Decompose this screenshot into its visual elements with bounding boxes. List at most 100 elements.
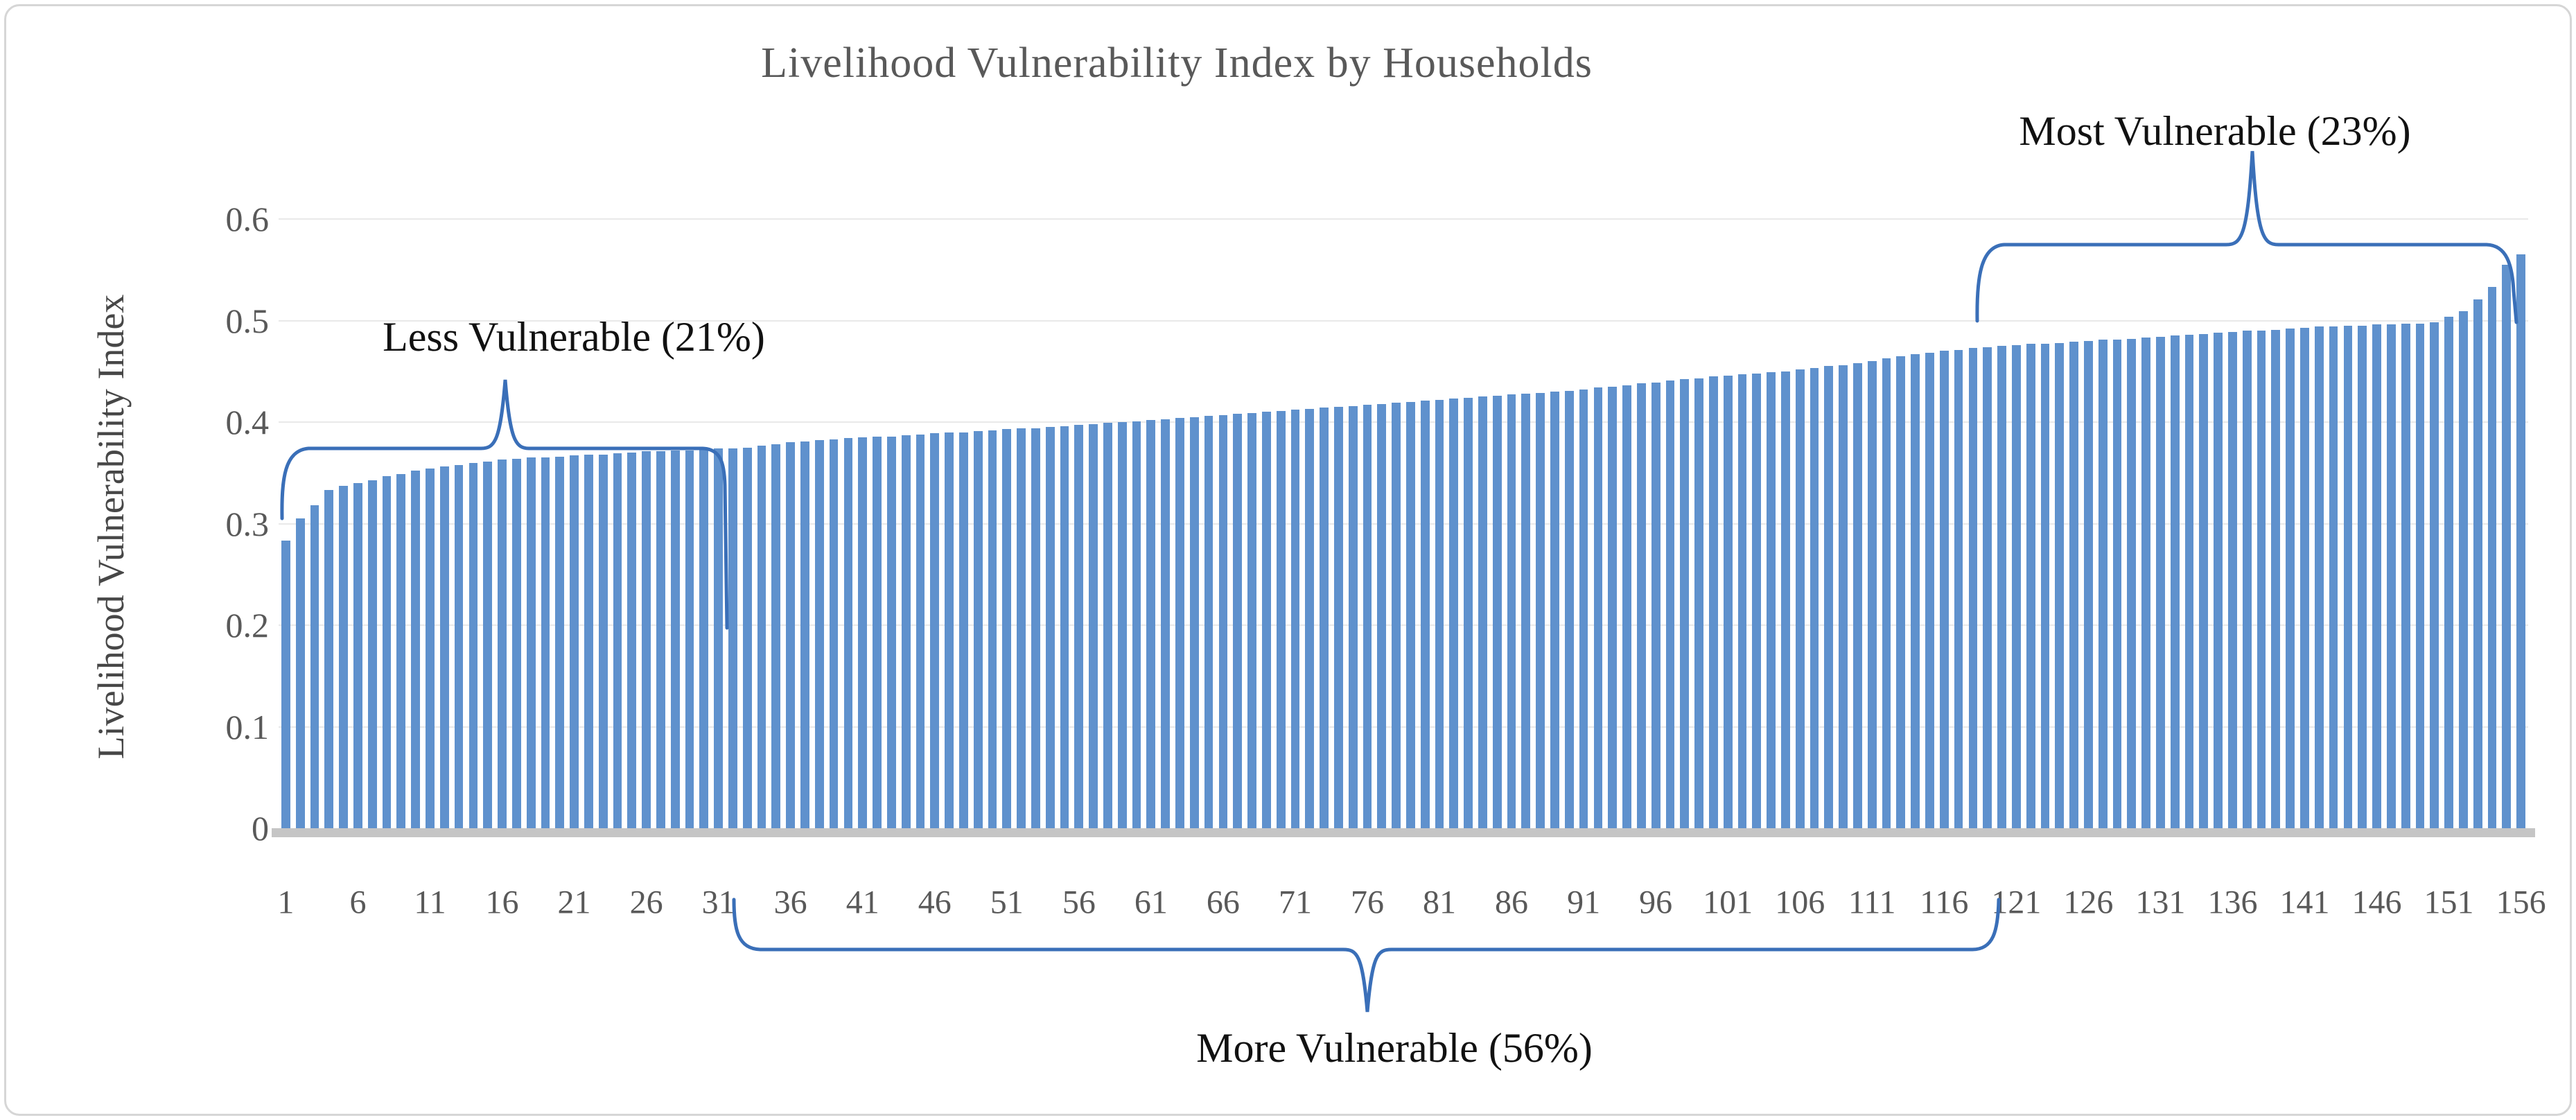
x-tick-label: 46: [918, 884, 952, 921]
bar: [1045, 427, 1055, 828]
bar: [1261, 412, 1271, 828]
bar: [958, 432, 968, 828]
bar: [873, 436, 882, 828]
bar: [843, 438, 853, 828]
x-tick-label: 66: [1206, 884, 1240, 921]
bar: [2300, 327, 2309, 828]
bar: [2386, 324, 2396, 828]
bar: [2502, 264, 2512, 828]
annotation-less-vulnerable: Less Vulnerable (21%): [383, 314, 765, 360]
bar: [2343, 325, 2353, 828]
bar: [1622, 385, 1631, 828]
bar: [2473, 299, 2482, 828]
bar: [411, 471, 421, 828]
bar: [1132, 421, 1141, 828]
bar: [1204, 416, 1213, 828]
bar: [324, 490, 334, 828]
bar: [2170, 335, 2180, 828]
gridline: [279, 218, 2528, 220]
bar: [858, 437, 868, 828]
bar: [2358, 325, 2367, 828]
bar: [1564, 390, 1574, 828]
bar: [1954, 349, 1963, 828]
bar: [2199, 333, 2209, 828]
bar: [2112, 340, 2122, 828]
x-tick-label: 1: [277, 884, 295, 921]
bar: [2487, 287, 2497, 828]
bar: [2228, 331, 2237, 828]
bar: [382, 475, 392, 828]
bar: [1290, 410, 1300, 828]
bar: [1839, 365, 1848, 828]
y-tick-label: 0: [252, 809, 269, 848]
bar: [1031, 428, 1040, 828]
bar: [2184, 335, 2194, 828]
x-tick-label: 11: [414, 884, 446, 921]
bar: [685, 450, 694, 828]
bar: [2156, 336, 2165, 828]
bar: [2257, 331, 2266, 828]
bar: [714, 448, 724, 828]
bar: [1521, 393, 1531, 828]
bar: [1810, 368, 1819, 828]
bar: [1983, 347, 1992, 828]
x-tick-label: 126: [2063, 884, 2114, 921]
x-tick-label: 41: [845, 884, 879, 921]
bar: [1060, 426, 1069, 828]
x-tick-label: 31: [701, 884, 735, 921]
annotation-most-vulnerable: Most Vulnerable (23%): [2019, 108, 2411, 154]
x-tick-label: 56: [1062, 884, 1096, 921]
bar: [1593, 387, 1603, 828]
bar: [786, 442, 796, 828]
bar: [483, 462, 493, 828]
x-tick-label: 86: [1495, 884, 1529, 921]
x-tick-label: 81: [1423, 884, 1457, 921]
bar: [1492, 395, 1502, 828]
bar: [1146, 420, 1156, 828]
bar: [1694, 378, 1703, 828]
x-tick-label: 51: [990, 884, 1024, 921]
bar: [295, 518, 305, 828]
bar: [584, 454, 593, 828]
x-tick-label: 36: [773, 884, 807, 921]
bar: [1247, 412, 1256, 828]
bar: [1665, 380, 1675, 828]
bar: [973, 431, 983, 828]
bar: [2055, 342, 2065, 828]
bar: [1161, 419, 1171, 828]
bar: [2314, 326, 2324, 828]
bar: [945, 432, 954, 828]
bar: [1406, 401, 1415, 828]
bar: [2271, 329, 2281, 828]
bar: [339, 486, 349, 828]
x-tick-label: 26: [629, 884, 663, 921]
bar: [2214, 333, 2223, 828]
x-tick-label: 136: [2207, 884, 2258, 921]
gridline: [279, 523, 2528, 525]
x-tick-label: 91: [1567, 884, 1601, 921]
bar: [1377, 403, 1387, 828]
bar: [2242, 331, 2252, 828]
bar: [1911, 353, 1920, 828]
x-tick-label: 101: [1703, 884, 1753, 921]
y-tick-label: 0.6: [225, 200, 270, 238]
bar: [2401, 323, 2410, 828]
bar: [627, 452, 637, 828]
bar: [1550, 392, 1559, 828]
bar: [1781, 371, 1790, 828]
bar: [1002, 429, 1012, 828]
y-tick-label: 0.2: [225, 606, 270, 645]
x-tick-label: 141: [2279, 884, 2330, 921]
bar: [1017, 428, 1026, 828]
x-tick-label: 156: [2496, 884, 2546, 921]
x-tick-label: 121: [1991, 884, 2042, 921]
bar: [1449, 399, 1459, 828]
bar: [1175, 418, 1184, 828]
bar: [1117, 422, 1127, 828]
bar: [613, 453, 622, 828]
bar: [1767, 372, 1776, 828]
gridline: [279, 624, 2528, 626]
bar: [1507, 394, 1516, 828]
bar: [353, 482, 362, 828]
bar: [2458, 311, 2468, 828]
